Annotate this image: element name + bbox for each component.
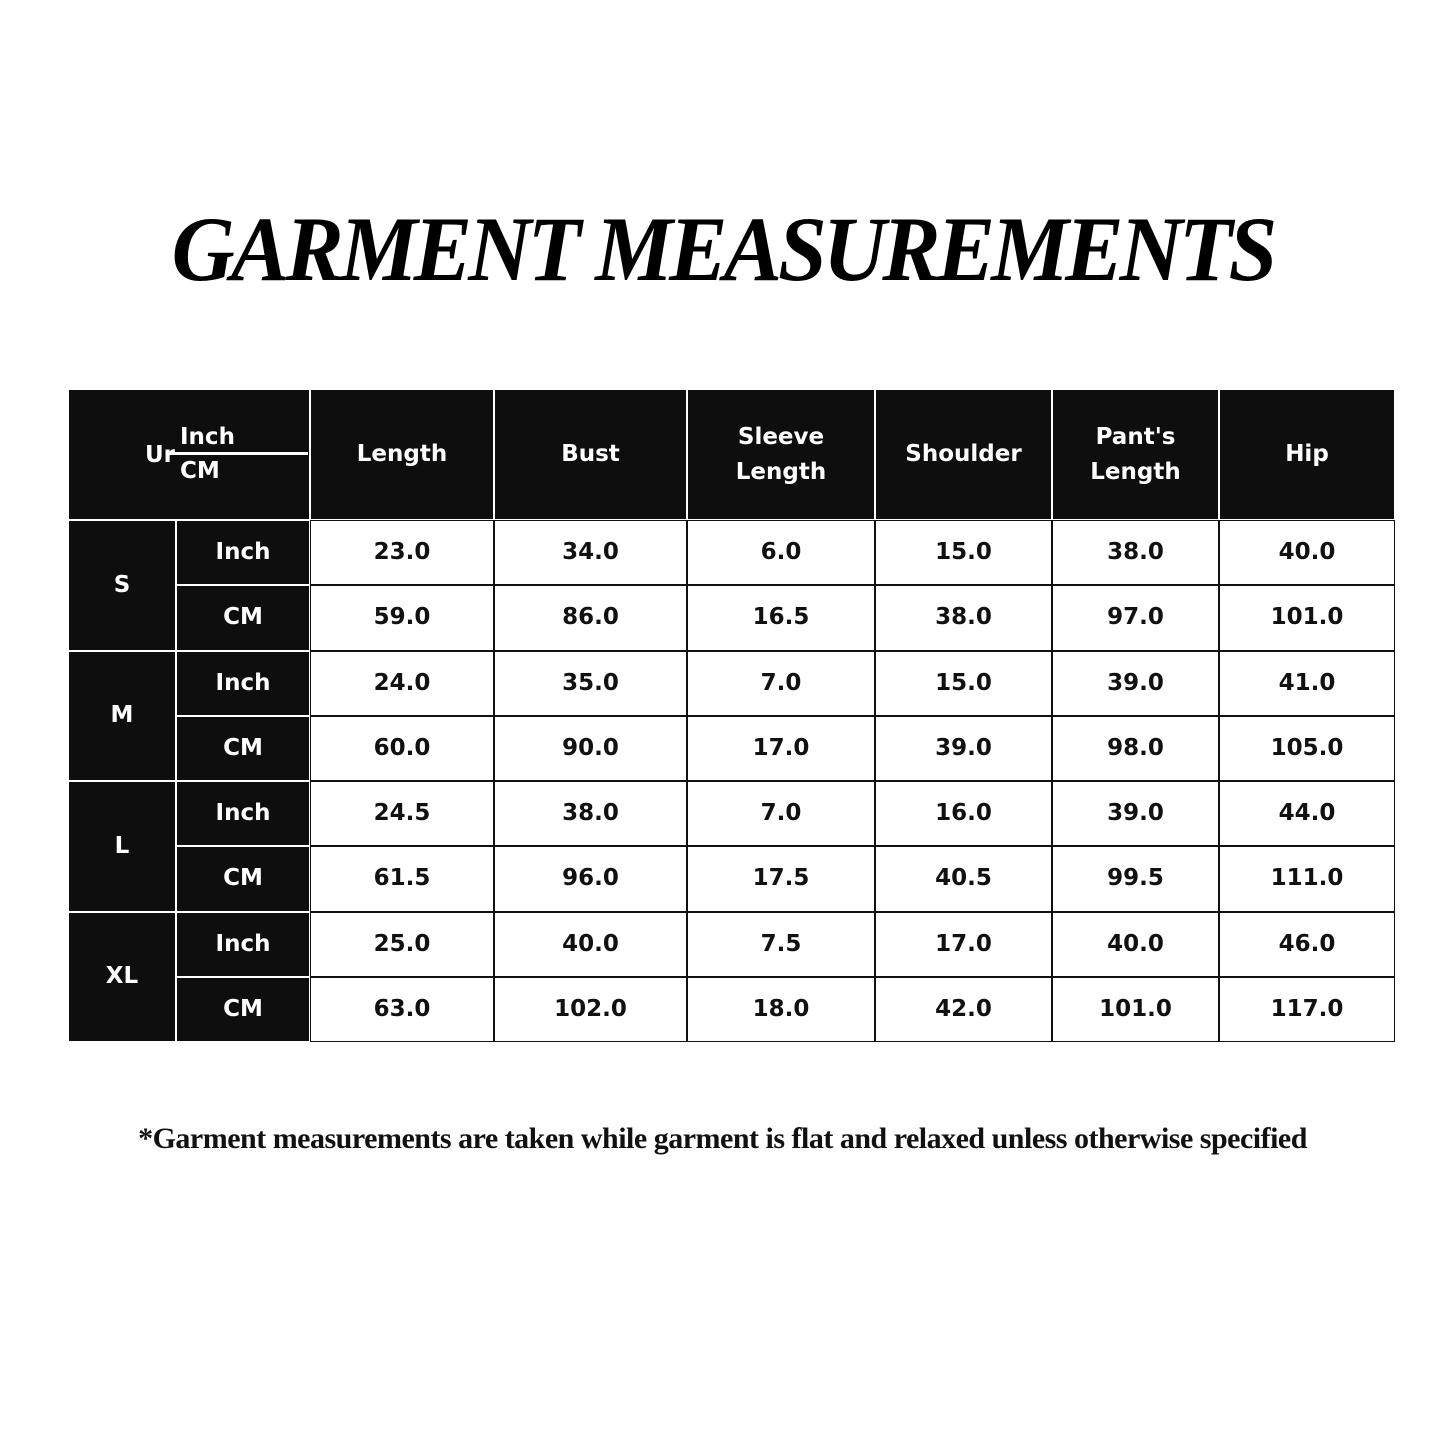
measurement-cell: 111.0 [1219, 846, 1395, 912]
unit-label: CM [176, 976, 310, 1042]
measurement-cell: 39.0 [1052, 781, 1219, 847]
size-label: XL [68, 911, 176, 1042]
measurement-cell: 46.0 [1219, 911, 1395, 977]
unit-label: Inch [176, 520, 310, 586]
measurement-cell: 40.0 [1052, 911, 1219, 977]
measurement-cell: 117.0 [1219, 976, 1395, 1042]
measurement-cell: 17.5 [687, 846, 875, 912]
measurement-cell: 18.0 [687, 976, 875, 1042]
measurement-cell: 38.0 [494, 781, 687, 847]
measurement-cell: 101.0 [1219, 585, 1395, 651]
measurement-cell: 38.0 [875, 585, 1052, 651]
measurement-cell: 39.0 [1052, 650, 1219, 716]
measurement-cell: 101.0 [1052, 976, 1219, 1042]
unit-label: Inch [176, 911, 310, 977]
measurement-cell: 44.0 [1219, 781, 1395, 847]
measurement-cell: 38.0 [1052, 520, 1219, 586]
unit-label: Inch [176, 650, 310, 716]
measurement-cell: 7.0 [687, 781, 875, 847]
column-header: Bust [494, 389, 687, 520]
corner-divider [170, 452, 308, 455]
column-header: Sleeve Length [687, 389, 875, 520]
measurement-cell: 17.0 [687, 715, 875, 781]
measurement-cell: 98.0 [1052, 715, 1219, 781]
measurement-cell: 102.0 [494, 976, 687, 1042]
measurement-cell: 7.0 [687, 650, 875, 716]
measurement-cell: 61.5 [310, 846, 494, 912]
measurement-cell: 40.5 [875, 846, 1052, 912]
measurement-cell: 23.0 [310, 520, 494, 586]
measurement-cell: 16.0 [875, 781, 1052, 847]
measurement-cell: 6.0 [687, 520, 875, 586]
measurement-cell: 96.0 [494, 846, 687, 912]
measurement-cell: 99.5 [1052, 846, 1219, 912]
size-label: M [68, 650, 176, 781]
column-header: Shoulder [875, 389, 1052, 520]
measurement-cell: 17.0 [875, 911, 1052, 977]
measurement-cell: 39.0 [875, 715, 1052, 781]
measurement-cell: 35.0 [494, 650, 687, 716]
unit-label: CM [176, 585, 310, 651]
measurement-cell: 105.0 [1219, 715, 1395, 781]
size-label: S [68, 520, 176, 651]
page-title: GARMENT MEASUREMENTS [171, 198, 1278, 300]
measurement-cell: 16.5 [687, 585, 875, 651]
measurement-cell: 15.0 [875, 520, 1052, 586]
measurement-cell: 24.5 [310, 781, 494, 847]
measurement-cell: 86.0 [494, 585, 687, 651]
unit-label: CM [176, 846, 310, 912]
measurement-cell: 59.0 [310, 585, 494, 651]
column-header: Length [310, 389, 494, 520]
measurement-cell: 41.0 [1219, 650, 1395, 716]
measurement-cell: 34.0 [494, 520, 687, 586]
corner-inch-label: Inch [180, 424, 235, 450]
footnote: *Garment measurements are taken while ga… [138, 1122, 1307, 1155]
measurement-cell: 42.0 [875, 976, 1052, 1042]
measurement-cell: 63.0 [310, 976, 494, 1042]
measurement-cell: 40.0 [1219, 520, 1395, 586]
measurement-cell: 40.0 [494, 911, 687, 977]
measurement-cell: 97.0 [1052, 585, 1219, 651]
measurement-cell: 15.0 [875, 650, 1052, 716]
measurement-cell: 60.0 [310, 715, 494, 781]
corner-cm-label: CM [180, 458, 220, 484]
measurement-cell: 25.0 [310, 911, 494, 977]
column-header: Hip [1219, 389, 1395, 520]
unit-label: CM [176, 715, 310, 781]
corner-unit-label: Ur [145, 442, 176, 468]
measurement-cell: 24.0 [310, 650, 494, 716]
measurement-cell: 90.0 [494, 715, 687, 781]
size-label: L [68, 781, 176, 912]
column-header: Pant's Length [1052, 389, 1219, 520]
measurement-cell: 7.5 [687, 911, 875, 977]
unit-label: Inch [176, 781, 310, 847]
